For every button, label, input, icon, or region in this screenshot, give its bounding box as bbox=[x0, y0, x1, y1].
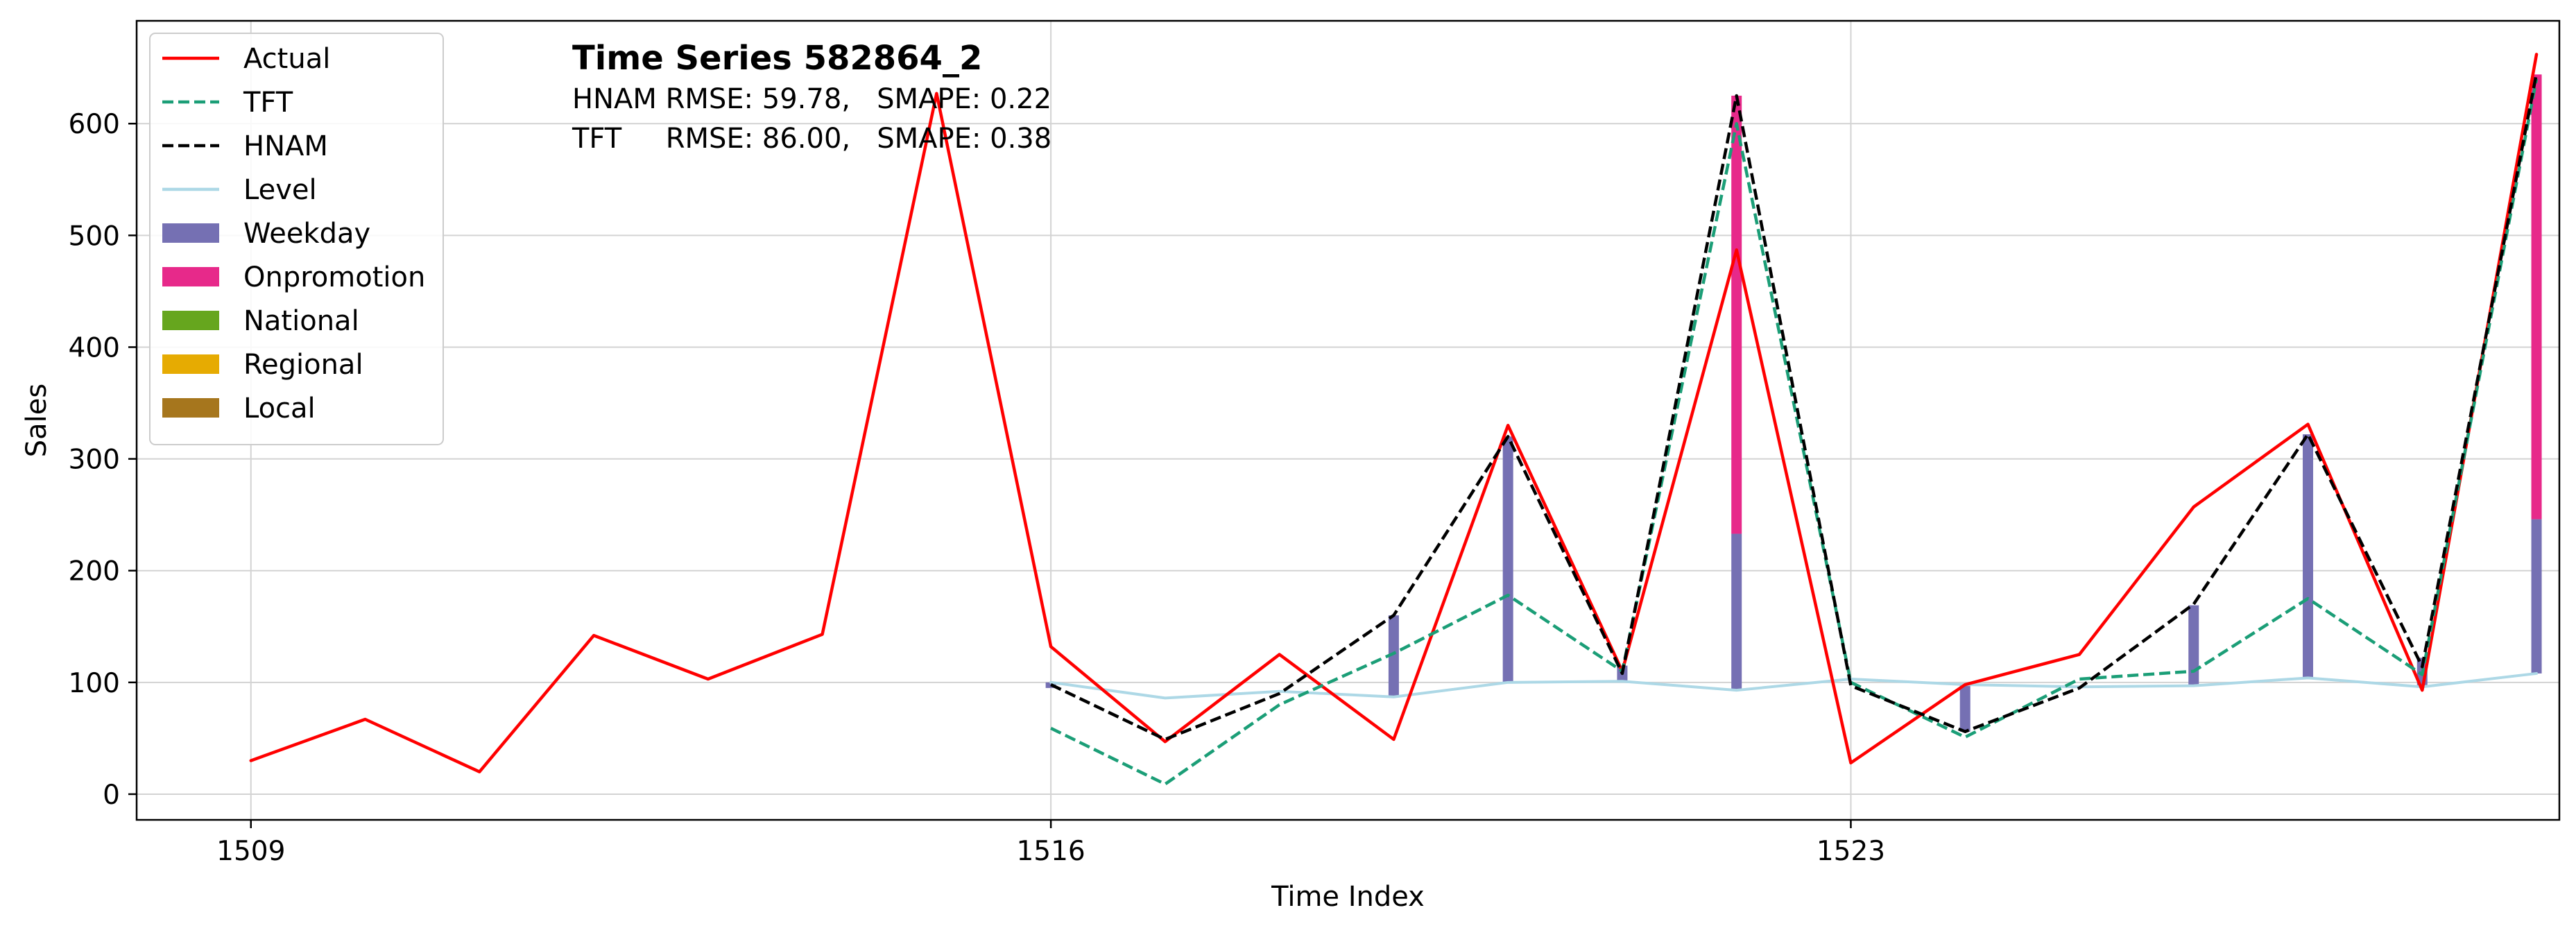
y-tick-label: 400 bbox=[69, 332, 120, 363]
y-tick-label: 100 bbox=[69, 668, 120, 699]
legend-item-regional: Regional bbox=[162, 349, 363, 381]
onpromotion-bar bbox=[2531, 74, 2542, 520]
legend-item-onpromotion: Onpromotion bbox=[162, 261, 425, 293]
weekday-bar bbox=[1502, 436, 1513, 683]
onpromotion-bar bbox=[1731, 95, 1742, 534]
hnam-series-line bbox=[1050, 73, 2539, 741]
hnam-metrics-text: HNAM RMSE: 59.78, SMAPE: 0.22 bbox=[572, 83, 1051, 115]
weekday-bar bbox=[1959, 685, 1970, 732]
actual-series-line bbox=[249, 53, 2539, 773]
legend-box bbox=[149, 33, 444, 445]
y-tick-label: 500 bbox=[69, 221, 120, 252]
legend-item-weekday: Weekday bbox=[162, 218, 370, 250]
x-tick-label: 1509 bbox=[216, 836, 285, 867]
chart-title: Time Series 582864_2 bbox=[572, 39, 982, 78]
legend-swatch bbox=[162, 311, 219, 330]
legend-item-tft: TFT bbox=[162, 87, 293, 119]
component-bars bbox=[1045, 74, 2542, 732]
y-tick-label: 300 bbox=[69, 445, 120, 476]
weekday-bar bbox=[2303, 434, 2314, 678]
legend-label: National bbox=[243, 305, 359, 337]
legend-label: Local bbox=[243, 393, 316, 424]
legend-item-local: Local bbox=[162, 393, 316, 424]
x-tick-label: 1516 bbox=[1016, 836, 1085, 867]
legend-item-hnam: HNAM bbox=[162, 130, 328, 162]
legend-label: Onpromotion bbox=[243, 261, 425, 293]
legend-label: Weekday bbox=[243, 218, 370, 250]
tft-series-line bbox=[1050, 78, 2539, 786]
legend-item-national: National bbox=[162, 305, 359, 337]
y-tick-label: 0 bbox=[103, 780, 120, 811]
legend-label: Actual bbox=[243, 43, 330, 75]
legend-label: HNAM bbox=[243, 130, 328, 162]
legend-swatch bbox=[162, 223, 219, 243]
weekday-bar bbox=[2188, 605, 2199, 686]
weekday-bar bbox=[1731, 533, 1742, 691]
series-lines bbox=[249, 53, 2539, 786]
level-series-line bbox=[1049, 671, 2539, 700]
x-axis-label: Time Index bbox=[1271, 881, 1425, 913]
plot-frame bbox=[135, 19, 2561, 821]
legend-label: Regional bbox=[243, 349, 363, 381]
y-axis-label: Sales bbox=[21, 384, 53, 457]
tft-metrics-text: TFT RMSE: 86.00, SMAPE: 0.38 bbox=[572, 123, 1051, 155]
legend-label: Level bbox=[243, 174, 317, 206]
legend: Actual TFT HNAM Level Weekday Onpromotion Nati… bbox=[149, 33, 444, 445]
legend-item-actual: Actual bbox=[162, 43, 330, 75]
legend-swatch bbox=[162, 354, 219, 374]
legend-swatch bbox=[162, 398, 219, 418]
y-tick-label: 200 bbox=[69, 556, 120, 587]
legend-label: TFT bbox=[243, 87, 293, 119]
legend-swatch bbox=[162, 267, 219, 286]
axis-ticks: 0 100 200 300 400 500 600 1509 1516 1523 bbox=[69, 109, 1886, 867]
weekday-bar bbox=[1388, 615, 1399, 697]
weekday-bar bbox=[2531, 519, 2542, 674]
y-tick-label: 600 bbox=[69, 109, 120, 140]
x-tick-label: 1523 bbox=[1817, 836, 1885, 867]
legend-item-level: Level bbox=[162, 174, 317, 206]
